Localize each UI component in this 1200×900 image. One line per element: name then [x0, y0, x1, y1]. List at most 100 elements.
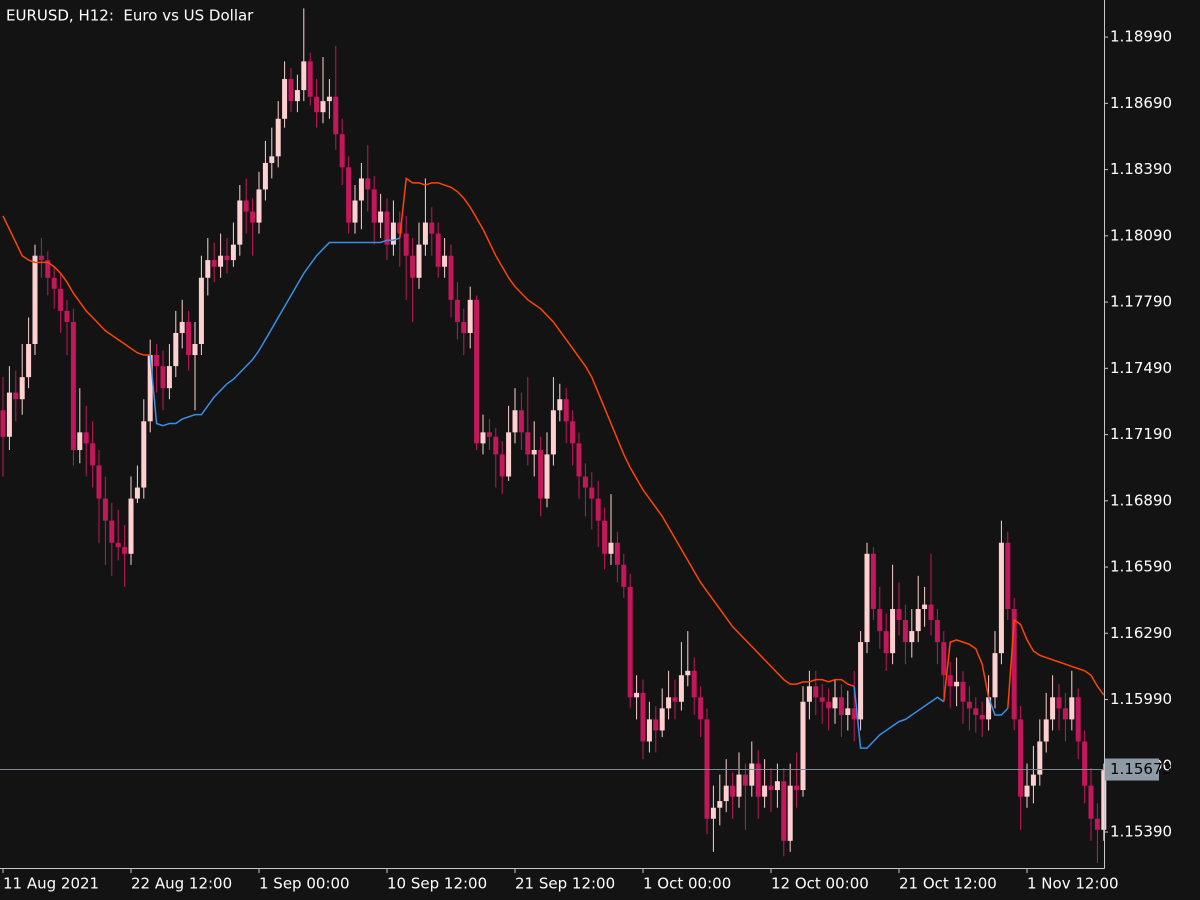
candle-body	[122, 547, 128, 554]
candle-body	[531, 450, 537, 455]
candle-body	[1050, 697, 1056, 720]
candle-body	[1037, 741, 1043, 775]
indicator-line	[149, 237, 1009, 749]
candle-body	[51, 277, 57, 289]
candle-body	[218, 255, 224, 267]
candle-body	[986, 697, 992, 720]
candle-body	[314, 96, 320, 113]
candle-body	[282, 79, 288, 119]
candle-body	[800, 701, 806, 791]
candle-body	[902, 620, 908, 643]
candle-body	[422, 222, 428, 245]
y-tick-label: 1.18990	[1110, 28, 1172, 46]
candle-body	[621, 564, 627, 587]
candle-body	[26, 344, 32, 378]
candle-body	[486, 432, 492, 437]
candle-body	[435, 233, 441, 267]
candle-body	[883, 631, 889, 654]
y-tick-label: 1.17790	[1110, 293, 1172, 311]
candle-body	[6, 392, 12, 437]
candle-body	[845, 708, 851, 715]
candle-body	[262, 162, 268, 190]
y-tick-label: 1.15390	[1110, 823, 1172, 841]
current-price-label: 1.15673	[1110, 760, 1172, 778]
candle-body	[691, 670, 697, 698]
candle-body	[563, 399, 569, 422]
candle-body	[646, 719, 652, 742]
y-tick-label: 1.16590	[1110, 558, 1172, 576]
candle-body	[96, 465, 102, 499]
candle-body	[915, 608, 921, 632]
candle-body	[506, 432, 512, 477]
candle-body	[838, 697, 844, 715]
candle-body	[518, 410, 524, 433]
candle-body	[115, 542, 121, 548]
candle-body	[870, 553, 876, 609]
candle-body	[589, 487, 595, 499]
candle-body	[237, 200, 243, 245]
candle-body	[659, 708, 665, 731]
candle-body	[813, 686, 819, 698]
candle-body	[205, 260, 211, 278]
candle-body	[794, 785, 800, 791]
candle-body	[640, 692, 646, 742]
candle-body	[0, 410, 6, 437]
candle-body	[928, 604, 934, 621]
candle-body	[192, 344, 198, 356]
candle-body	[678, 675, 684, 702]
x-tick-label: 22 Aug 12:00	[131, 875, 232, 893]
candle-body	[288, 79, 294, 102]
candle-body	[973, 708, 979, 715]
y-tick-label: 1.15990	[1110, 690, 1172, 708]
candle-body	[147, 355, 153, 422]
candle-body	[576, 443, 582, 477]
candle-body	[582, 476, 588, 488]
candle-body	[128, 498, 134, 554]
candle-body	[90, 443, 96, 466]
x-tick-label: 21 Sep 12:00	[515, 875, 615, 893]
candle-body	[627, 586, 633, 698]
candle-body	[416, 244, 422, 278]
candle-body	[723, 785, 729, 802]
y-tick-label: 1.17490	[1110, 359, 1172, 377]
candle-body	[378, 211, 384, 223]
candle-body	[333, 96, 339, 135]
candle-body	[742, 774, 748, 786]
candle-body	[346, 167, 352, 223]
candle-body	[58, 288, 64, 311]
candle-body	[352, 200, 358, 223]
chart-title: EURUSD, H12: Euro vs US Dollar	[6, 7, 254, 25]
candle-body	[45, 260, 51, 278]
candle-body	[256, 189, 262, 223]
candle-body	[634, 692, 640, 698]
candle-body	[499, 454, 505, 477]
candle-body	[429, 222, 435, 234]
candle-body	[525, 432, 531, 455]
candle-body	[730, 785, 736, 797]
candle-body	[38, 255, 44, 261]
candle-body	[922, 604, 928, 609]
candle-body	[608, 542, 614, 554]
candle-body	[186, 321, 192, 356]
candle-body	[141, 421, 147, 488]
candle-body	[550, 410, 556, 455]
candle-body	[109, 520, 115, 543]
candle-body	[1075, 697, 1081, 742]
candle-body	[32, 255, 38, 345]
candle-body	[710, 807, 716, 819]
y-tick-label: 1.16290	[1110, 624, 1172, 642]
candle-body	[909, 631, 915, 643]
candle-body	[224, 255, 230, 261]
candle-body	[755, 763, 761, 797]
candle-body	[781, 781, 787, 841]
candle-body	[198, 277, 204, 345]
candle-body	[454, 299, 460, 322]
candle-body	[243, 200, 249, 212]
candle-body	[768, 785, 774, 791]
candle-body	[269, 156, 275, 163]
candle-body	[403, 233, 409, 256]
candle-body	[890, 608, 896, 654]
x-tick-label: 12 Oct 00:00	[771, 875, 869, 893]
candle-body	[1082, 741, 1088, 786]
